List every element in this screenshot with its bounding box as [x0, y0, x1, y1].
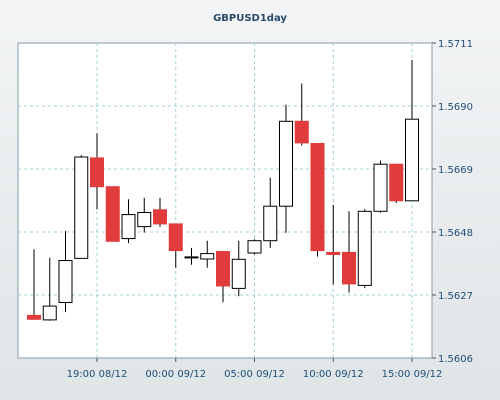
candle	[263, 177, 278, 248]
candle-body-bearish	[105, 186, 120, 242]
candle-body-bullish	[263, 205, 278, 242]
candles	[27, 60, 419, 321]
candle	[342, 211, 356, 293]
candle	[405, 60, 419, 202]
y-tick-label: 1.5648	[438, 228, 473, 239]
candle	[121, 199, 136, 244]
candle	[74, 155, 89, 259]
candle	[105, 186, 120, 242]
candle-body-bearish	[310, 143, 325, 252]
candle	[294, 83, 309, 146]
y-tick-label: 1.5711	[438, 39, 473, 50]
candle	[90, 133, 104, 210]
candle-body-bullish	[405, 118, 419, 202]
candle-body-bearish	[153, 209, 167, 225]
candle	[27, 249, 41, 320]
candle	[137, 197, 152, 233]
candle-body-bearish	[216, 251, 230, 287]
candle-body-bearish	[342, 251, 356, 285]
candle-body-bullish	[373, 163, 388, 212]
x-tick-label: 19:00 08/12	[67, 369, 128, 380]
candle	[184, 247, 199, 265]
candle	[357, 209, 372, 289]
candle	[247, 239, 262, 255]
candle	[373, 160, 388, 213]
candle-body-bullish	[137, 212, 152, 228]
candle-body-bullish	[42, 305, 57, 321]
chart-title: GBPUSD1day	[213, 13, 287, 24]
candle	[168, 223, 183, 268]
candle-body-bullish	[247, 240, 262, 254]
candle	[389, 163, 404, 203]
candle-body-bullish	[58, 260, 73, 303]
y-axis: 1.5711 1.5690 1.5669 1.5648 1.5627 1.5606	[432, 39, 473, 365]
candle-body-bullish	[74, 156, 89, 259]
candle-body-bearish	[90, 157, 104, 188]
candle	[58, 231, 73, 313]
candle-body-bullish	[231, 258, 246, 289]
candle	[153, 197, 167, 227]
candle	[42, 257, 57, 321]
x-tick-label: 05:00 09/12	[224, 369, 285, 380]
candle-body-bullish	[279, 120, 293, 207]
candle-body-bullish	[200, 253, 215, 260]
x-tick-label: 10:00 09/12	[303, 369, 364, 380]
candle-body-bearish	[294, 120, 309, 144]
y-tick-label: 1.5669	[438, 165, 473, 176]
x-tick-label: 00:00 09/12	[145, 369, 206, 380]
candle-body-bearish	[326, 251, 341, 255]
candle	[231, 240, 246, 297]
y-tick-label: 1.5606	[438, 354, 473, 365]
candle-body-bearish	[389, 163, 404, 202]
candle	[310, 143, 325, 257]
candle-body-bullish	[121, 214, 136, 240]
candle	[200, 240, 215, 268]
candle	[279, 104, 293, 233]
y-tick-label: 1.5690	[438, 102, 473, 113]
candle	[216, 251, 230, 303]
y-tick-label: 1.5627	[438, 291, 473, 302]
candle	[326, 205, 341, 285]
candle-body-bearish	[168, 223, 183, 252]
x-axis: 19:00 08/12 00:00 09/12 05:00 09/12 10:00 0…	[67, 358, 443, 380]
x-tick-label: 15:00 09/12	[382, 369, 443, 380]
candle-body-bullish	[357, 210, 372, 286]
candle-body-bullish	[184, 256, 199, 259]
candle-body-bearish	[27, 314, 41, 320]
